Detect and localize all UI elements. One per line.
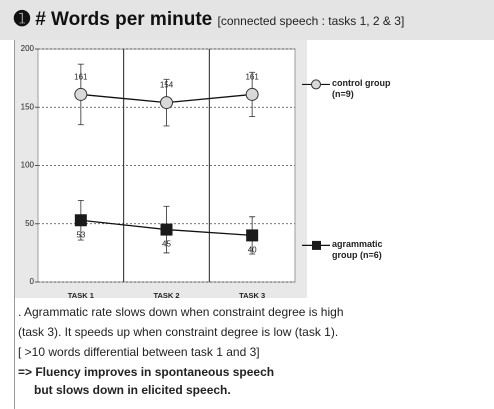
note: . Agrammatic rate slows down when constr… (18, 305, 344, 319)
x-tick-label: TASK 1 (68, 291, 94, 300)
title: ➊ # Words per minute [connected speech :… (14, 9, 405, 30)
data-label: 53 (76, 230, 85, 239)
data-label: 45 (162, 240, 171, 249)
legend-marker (311, 79, 321, 90)
marker (245, 87, 259, 101)
y-tick-label: 200 (21, 44, 35, 53)
data-label: 161 (74, 73, 88, 82)
data-label: 40 (248, 246, 257, 255)
y-tick-label: 150 (21, 102, 35, 111)
legend-marker (312, 240, 321, 250)
x-tick-label: TASK 2 (153, 291, 179, 300)
chart-title: # Words per minute (35, 9, 213, 30)
notes: . Agrammatic rate slows down when constr… (18, 302, 344, 400)
subtitle: [connected speech : tasks 1, 2 & 3] (217, 14, 405, 28)
conclusion: => Fluency improves in spontaneous speec… (18, 365, 275, 379)
conclusion: but slows down in elicited speech. (34, 383, 231, 397)
legend-label: control group (n=9) (332, 78, 391, 100)
x-tick-label: TASK 3 (239, 291, 265, 300)
note: (task 3). It speeds up when constraint d… (18, 325, 339, 339)
marker (160, 223, 173, 236)
y-tick-label: 0 (30, 277, 35, 286)
data-label: 154 (160, 81, 174, 90)
y-tick-label: 100 (21, 161, 35, 170)
header-band (0, 0, 494, 40)
marker (74, 87, 88, 101)
legend-label: agrammatic group (n=6) (332, 239, 383, 261)
data-label: 161 (245, 73, 259, 82)
marker (74, 214, 87, 227)
marker (160, 96, 173, 110)
border (14, 298, 15, 409)
marker (246, 229, 259, 242)
y-tick-label: 50 (25, 219, 34, 228)
note: [ >10 words differential between task 1 … (18, 345, 260, 359)
